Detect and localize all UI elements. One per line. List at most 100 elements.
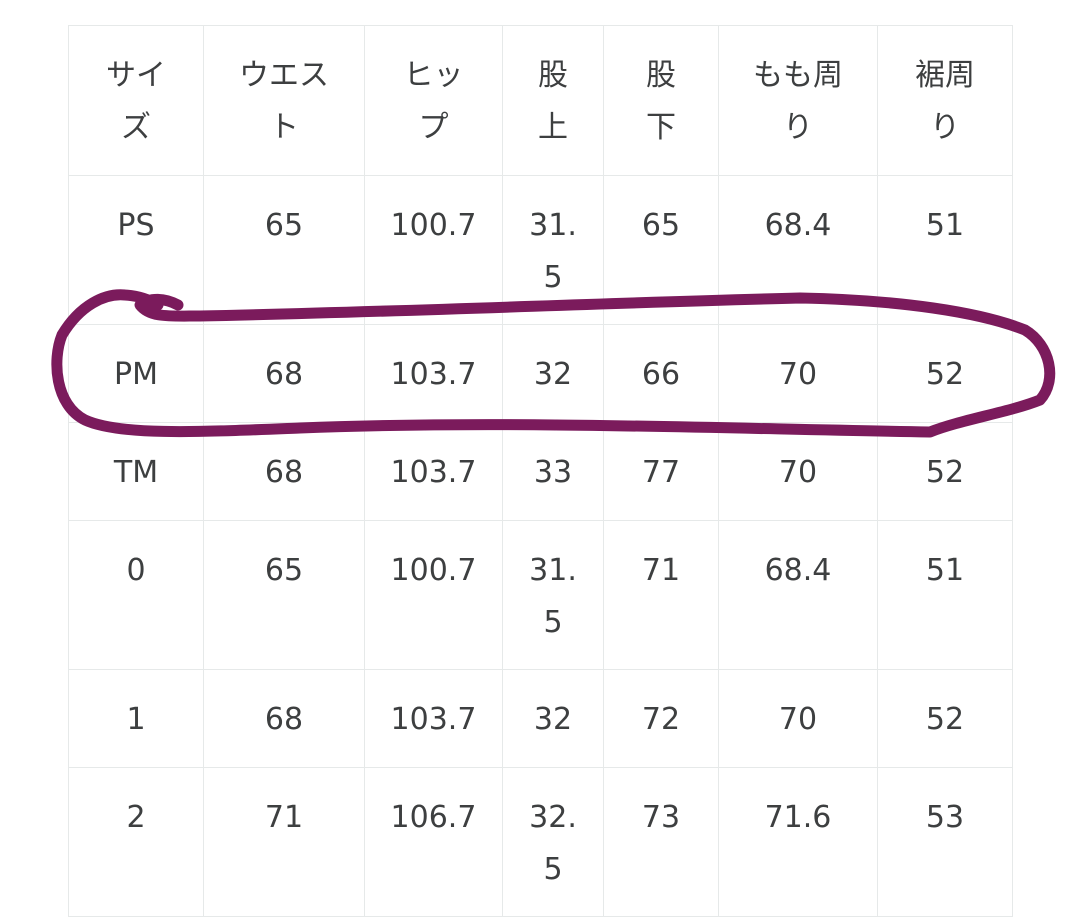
- header-label: ウエスト: [239, 58, 329, 145]
- table-cell: 33: [502, 422, 604, 521]
- cell-value: 2: [126, 800, 146, 835]
- table-cell: 71.6: [718, 767, 878, 917]
- table-cell: 77: [603, 422, 719, 521]
- table-cell: 71: [203, 767, 365, 917]
- table-cell: 66: [603, 324, 719, 423]
- table-cell: 68.4: [718, 175, 878, 325]
- cell-value: PM: [114, 357, 158, 392]
- table-cell: 2: [68, 767, 204, 917]
- table-cell: 68: [203, 422, 365, 521]
- table-cell: TM: [68, 422, 204, 521]
- table-cell: 70: [718, 324, 878, 423]
- table-cell: 51: [877, 520, 1013, 670]
- table-cell: 52: [877, 669, 1013, 768]
- header-cell: サイズ: [68, 25, 204, 176]
- header-label: サイズ: [106, 58, 166, 145]
- table-cell: 1: [68, 669, 204, 768]
- cell-value: 51: [925, 553, 965, 588]
- cell-value: TM: [113, 455, 159, 490]
- header-cell: ウエスト: [203, 25, 365, 176]
- header-row: サイズ ウエスト ヒップ 股上 股下 もも周り 裾周り: [68, 25, 1013, 176]
- cell-value: 0: [126, 553, 146, 588]
- table-cell: 68.4: [718, 520, 878, 670]
- cell-value: 73: [641, 800, 681, 835]
- table-row: TM 68 103.7 33 77 70 52: [68, 422, 1013, 521]
- table-cell: 51: [877, 175, 1013, 325]
- table-cell: PS: [68, 175, 204, 325]
- size-chart-table: サイズ ウエスト ヒップ 股上 股下 もも周り 裾周り PS 65 100.7 31.5 65 68.4…: [68, 25, 1013, 917]
- table-cell: 52: [877, 422, 1013, 521]
- cell-value: 65: [264, 208, 304, 243]
- table-cell: 71: [603, 520, 719, 670]
- header-cell: 股下: [603, 25, 719, 176]
- table-cell: 32.5: [502, 767, 604, 917]
- cell-value: 70: [778, 357, 818, 392]
- table-cell: 103.7: [364, 422, 503, 521]
- cell-value: 68: [264, 455, 304, 490]
- header-label: 股上: [538, 58, 568, 145]
- cell-value: 52: [925, 357, 965, 392]
- table-row: PS 65 100.7 31.5 65 68.4 51: [68, 175, 1013, 325]
- cell-value: 68: [264, 357, 304, 392]
- cell-value: 72: [641, 702, 681, 737]
- table-row: 2 71 106.7 32.5 73 71.6 53: [68, 767, 1013, 917]
- cell-value: 32: [533, 357, 573, 392]
- cell-value: 103.7: [390, 455, 477, 490]
- table-cell: 100.7: [364, 520, 503, 670]
- cell-value: 71.6: [764, 800, 832, 835]
- cell-value: 65: [641, 208, 681, 243]
- cell-value: 65: [264, 553, 304, 588]
- table-cell: PM: [68, 324, 204, 423]
- cell-value: 32: [533, 702, 573, 737]
- cell-value: 100.7: [390, 553, 477, 588]
- table-cell: 106.7: [364, 767, 503, 917]
- cell-value: 68: [264, 702, 304, 737]
- cell-value: 1: [126, 702, 146, 737]
- table-cell: 32: [502, 669, 604, 768]
- table-cell: 65: [203, 175, 365, 325]
- cell-value: 68.4: [764, 208, 832, 243]
- table-row: PM 68 103.7 32 66 70 52: [68, 324, 1013, 423]
- header-label: 股下: [646, 58, 676, 145]
- table-cell: 32: [502, 324, 604, 423]
- table-cell: 70: [718, 669, 878, 768]
- table-cell: 65: [603, 175, 719, 325]
- table-row: 0 65 100.7 31.5 71 68.4 51: [68, 520, 1013, 670]
- cell-value: 70: [778, 702, 818, 737]
- table-cell: 100.7: [364, 175, 503, 325]
- cell-value: 106.7: [390, 800, 477, 835]
- header-label: ヒップ: [403, 58, 464, 145]
- table-cell: 31.5: [502, 520, 604, 670]
- table-cell: 31.5: [502, 175, 604, 325]
- cell-value: 53: [925, 800, 965, 835]
- table-cell: 0: [68, 520, 204, 670]
- cell-value: 31.5: [529, 208, 577, 295]
- header-label: 裾周り: [915, 58, 975, 145]
- table-cell: 52: [877, 324, 1013, 423]
- cell-value: 31.5: [529, 553, 577, 640]
- table-cell: 103.7: [364, 669, 503, 768]
- cell-value: 66: [641, 357, 681, 392]
- header-label: もも周り: [753, 58, 843, 145]
- header-cell: 裾周り: [877, 25, 1013, 176]
- cell-value: 71: [264, 800, 304, 835]
- cell-value: 103.7: [390, 357, 477, 392]
- cell-value: 70: [778, 455, 818, 490]
- table-cell: 73: [603, 767, 719, 917]
- table-cell: 72: [603, 669, 719, 768]
- table-cell: 68: [203, 669, 365, 768]
- cell-value: PS: [117, 208, 155, 243]
- cell-value: 71: [641, 553, 681, 588]
- table-row: 1 68 103.7 32 72 70 52: [68, 669, 1013, 768]
- table-cell: 103.7: [364, 324, 503, 423]
- cell-value: 33: [533, 455, 573, 490]
- table-cell: 68: [203, 324, 365, 423]
- cell-value: 103.7: [390, 702, 477, 737]
- table-cell: 53: [877, 767, 1013, 917]
- cell-value: 32.5: [529, 800, 577, 887]
- table-cell: 65: [203, 520, 365, 670]
- cell-value: 52: [925, 455, 965, 490]
- header-cell: 股上: [502, 25, 604, 176]
- header-cell: もも周り: [718, 25, 878, 176]
- table-cell: 70: [718, 422, 878, 521]
